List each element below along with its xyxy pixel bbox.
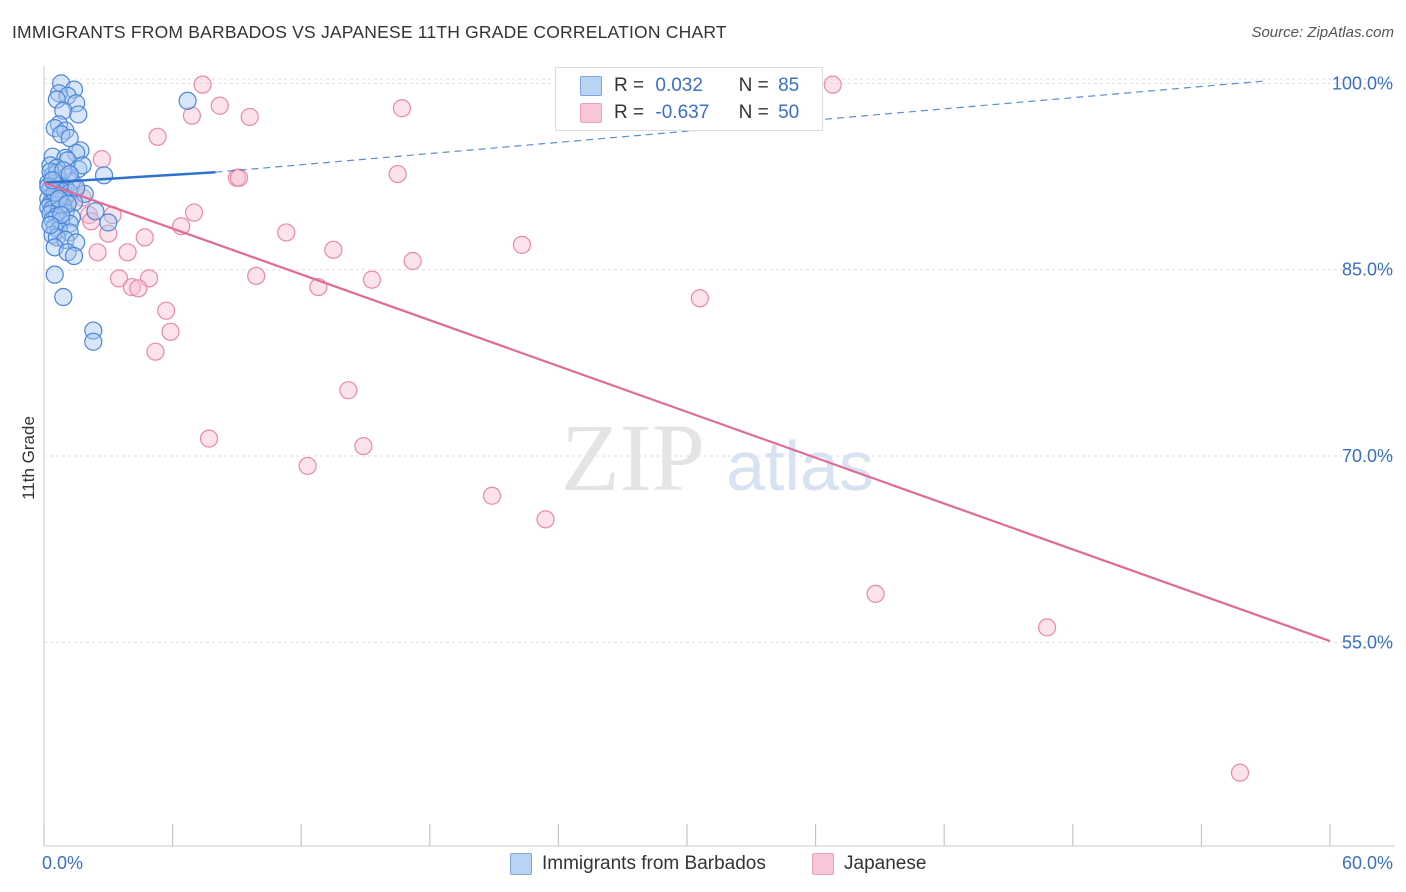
trend-lines xyxy=(43,80,1331,643)
japanese-point xyxy=(536,510,555,529)
japanese-point xyxy=(823,75,842,94)
barbados-point xyxy=(54,287,73,307)
japanese-point xyxy=(109,269,129,288)
japanese-point xyxy=(277,223,296,242)
japanese-point xyxy=(392,99,412,118)
japanese-point xyxy=(146,342,165,361)
japanese-point xyxy=(135,228,154,247)
barbados-point xyxy=(45,265,64,284)
barbados-point xyxy=(73,156,92,175)
legend-n-label: N = xyxy=(738,75,769,96)
gridlines xyxy=(44,78,1395,643)
barbados-point xyxy=(41,215,60,235)
legend-n-label: N = xyxy=(738,102,769,123)
japanese-point xyxy=(690,289,709,308)
japanese-point xyxy=(339,381,358,400)
legend-r-value: 0.032 xyxy=(655,75,703,96)
barbados-point xyxy=(94,166,114,185)
japanese-point xyxy=(388,164,407,184)
japanese-point xyxy=(354,436,373,456)
japanese-point xyxy=(118,243,137,262)
y-tick-label: 70.0% xyxy=(1342,446,1393,466)
bottom-legend-swatch-blue xyxy=(510,853,532,875)
japanese-point xyxy=(403,251,422,271)
japanese-point xyxy=(199,429,219,448)
legend-n-value: 85 xyxy=(778,75,800,96)
barbados-point xyxy=(99,213,118,232)
japanese-point xyxy=(161,322,180,341)
y-tick-label: 100.0% xyxy=(1332,73,1393,93)
japanese-point xyxy=(184,203,204,222)
japanese-point xyxy=(193,75,212,94)
barbados-point xyxy=(64,246,84,266)
barbados-point xyxy=(69,105,88,124)
y-tick-label: 55.0% xyxy=(1342,632,1393,652)
japanese-point xyxy=(1037,618,1057,637)
japanese-point xyxy=(324,240,343,259)
japanese-point xyxy=(157,301,176,320)
japanese-point xyxy=(362,270,382,289)
japanese-point xyxy=(182,106,201,125)
bottom-legend-swatch-pink xyxy=(812,853,834,875)
japanese-point xyxy=(247,266,266,286)
japanese-point xyxy=(229,168,249,187)
barbados-point xyxy=(58,194,77,213)
y-axis-label: 11th Grade xyxy=(19,416,38,500)
legend-swatch-blue xyxy=(580,76,602,96)
japanese-point xyxy=(512,235,532,254)
barbados-trend-extension xyxy=(215,80,1266,173)
japanese-point xyxy=(240,107,259,127)
japanese-point xyxy=(148,127,167,146)
japanese-point xyxy=(129,279,148,298)
japanese-point xyxy=(482,486,502,505)
bottom-legend-label: Japanese xyxy=(844,853,927,874)
correlation-legend: R = 0.032 N = 85 R = -0.637 N = 50 xyxy=(555,67,823,131)
japanese-point xyxy=(1230,763,1250,782)
barbados-point xyxy=(86,202,105,221)
barbados-point xyxy=(60,164,79,184)
legend-swatch-pink xyxy=(580,103,602,123)
legend-r-label: R = xyxy=(614,102,645,123)
x-tick-label-min: 0.0% xyxy=(42,853,83,873)
chart-title: IMMIGRANTS FROM BARBADOS VS JAPANESE 11T… xyxy=(12,22,727,42)
japanese-point xyxy=(88,243,107,262)
legend-r-value: -0.637 xyxy=(655,102,710,123)
barbados-point xyxy=(47,90,66,109)
y-tick-label: 85.0% xyxy=(1342,260,1393,280)
barbados-trend-line xyxy=(43,170,216,184)
barbados-point xyxy=(178,91,197,110)
japanese-point xyxy=(92,150,111,169)
barbados-point xyxy=(54,101,73,120)
japanese-point xyxy=(298,456,317,476)
japanese-point xyxy=(210,96,229,115)
legend-r-label: R = xyxy=(614,75,645,96)
tick-labels: 100.0% 85.0% 70.0% 55.0% 0.0% 60.0% xyxy=(42,73,1393,873)
legend-n-value: 50 xyxy=(778,102,800,123)
japanese-point xyxy=(122,277,141,297)
watermark-atlas: atlas xyxy=(726,427,874,505)
japanese-point xyxy=(866,584,885,603)
source-label: Source: ZipAtlas.com xyxy=(1251,24,1394,41)
bottom-legend-label: Immigrants from Barbados xyxy=(542,853,766,874)
barbados-point xyxy=(84,332,103,351)
japanese-points xyxy=(47,75,1250,782)
japanese-trend-line xyxy=(43,181,1331,643)
x-tick-label-max: 60.0% xyxy=(1342,853,1393,873)
watermark-zip: ZIP xyxy=(561,404,705,511)
